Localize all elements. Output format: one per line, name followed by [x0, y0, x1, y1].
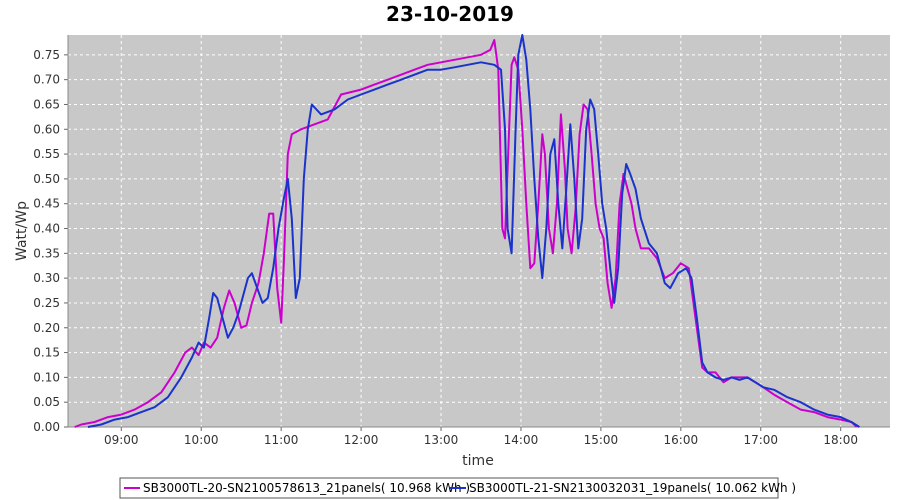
- x-tick-label: 10:00: [184, 433, 219, 447]
- x-axis-ticks: 09:00 10:00 11:00 12:00 13:00 14:00 15:00 16:00…: [68, 426, 890, 447]
- y-tick-label: 0.05: [33, 395, 60, 409]
- y-tick-label: 0.60: [33, 122, 60, 136]
- y-tick-label: 0.70: [33, 73, 60, 87]
- x-tick-label: 13:00: [424, 433, 459, 447]
- y-tick-label: 0.45: [33, 197, 60, 211]
- series-layer: [74, 34, 860, 428]
- chart-title: 23-10-2019: [386, 2, 514, 26]
- legend-label-series-1: SB3000TL-20-SN2100578613_21panels( 10.96…: [143, 481, 470, 495]
- legend: SB3000TL-20-SN2100578613_21panels( 10.96…: [119, 477, 796, 499]
- x-tick-label: 17:00: [743, 433, 778, 447]
- y-tick-label: 0.00: [33, 420, 60, 434]
- x-tick-label: 09:00: [104, 433, 139, 447]
- x-tick-label: 14:00: [504, 433, 539, 447]
- x-tick-label: 11:00: [264, 433, 299, 447]
- y-tick-label: 0.10: [33, 370, 60, 384]
- y-tick-label: 0.35: [33, 246, 60, 260]
- y-tick-label: 0.40: [33, 222, 60, 236]
- y-tick-label: 0.50: [33, 172, 60, 186]
- y-tick-label: 0.30: [33, 271, 60, 285]
- series-line-2: [87, 34, 860, 428]
- x-tick-label: 18:00: [823, 433, 858, 447]
- x-tick-label: 15:00: [584, 433, 619, 447]
- x-tick-label: 16:00: [664, 433, 699, 447]
- y-axis-label: Watt/Wp: [14, 201, 30, 261]
- legend-box: [119, 477, 779, 499]
- x-tick-label: 12:00: [344, 433, 379, 447]
- y-tick-label: 0.20: [33, 321, 60, 335]
- legend-label-series-2: SB3000TL-21-SN2130032031_19panels( 10.06…: [469, 481, 796, 495]
- y-tick-label: 0.75: [33, 48, 60, 62]
- x-axis-label: time: [462, 453, 494, 469]
- y-axis-ticks: 0.00 0.05 0.10 0.15 0.20 0.25 0.30 0.35 0.40 0.45…: [33, 35, 69, 434]
- y-tick-label: 0.25: [33, 296, 60, 310]
- y-tick-label: 0.65: [33, 97, 60, 111]
- y-tick-label: 0.15: [33, 346, 60, 360]
- series-line-1: [74, 39, 858, 428]
- y-tick-label: 0.55: [33, 147, 60, 161]
- plot-area: [68, 35, 890, 427]
